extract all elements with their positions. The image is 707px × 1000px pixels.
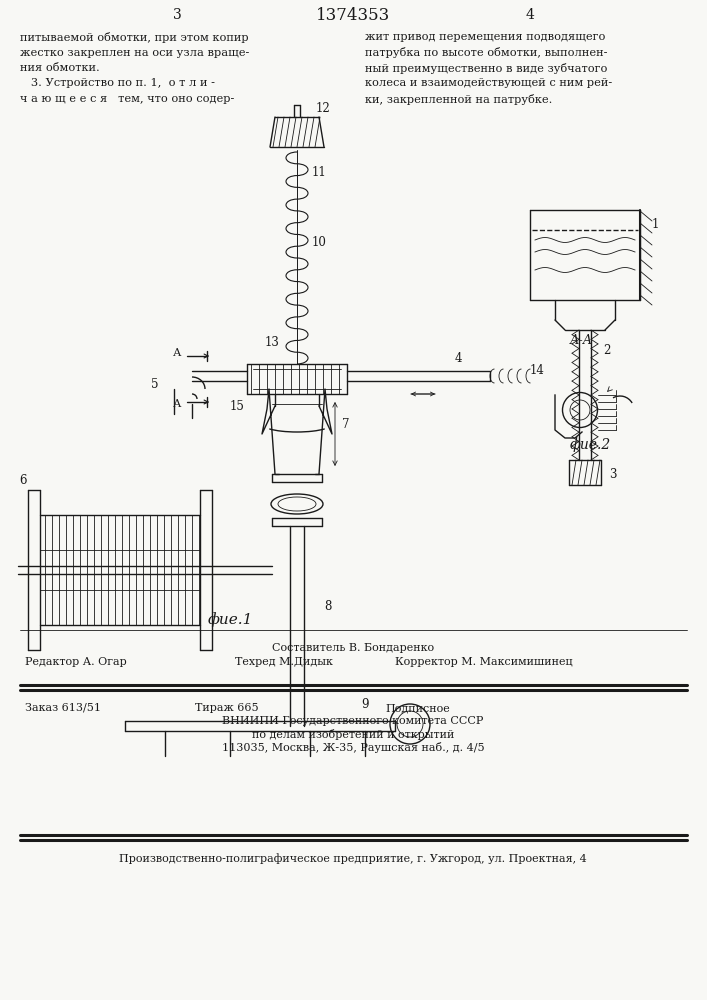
Text: 3: 3 <box>173 8 182 22</box>
Text: 4: 4 <box>455 352 462 364</box>
Text: ч а ю щ е е с я   тем, что оно содер-: ч а ю щ е е с я тем, что оно содер- <box>20 94 235 104</box>
Text: жит привод перемещения подводящего: жит привод перемещения подводящего <box>365 32 605 42</box>
Text: А: А <box>173 348 181 358</box>
Text: 7: 7 <box>342 418 349 430</box>
Text: Редактор А. Огар: Редактор А. Огар <box>25 657 127 667</box>
Text: ния обмотки.: ния обмотки. <box>20 63 100 73</box>
Text: 113035, Москва, Ж-35, Раушская наб., д. 4/5: 113035, Москва, Ж-35, Раушская наб., д. … <box>222 742 484 753</box>
Text: колеса и взаимодействующей с ним рей-: колеса и взаимодействующей с ним рей- <box>365 79 612 89</box>
Text: 2: 2 <box>603 344 610 357</box>
Text: по делам изобретений и открытий: по делам изобретений и открытий <box>252 729 454 740</box>
Text: фие.1: фие.1 <box>207 613 252 627</box>
Text: 11: 11 <box>312 165 327 178</box>
Text: ВНИИПИ Государственного комитета СССР: ВНИИПИ Государственного комитета СССР <box>222 716 484 726</box>
Text: 14: 14 <box>530 363 545 376</box>
Text: 15: 15 <box>230 399 245 412</box>
Text: 6: 6 <box>19 474 27 487</box>
Text: 12: 12 <box>316 103 331 115</box>
Text: 9: 9 <box>361 698 369 710</box>
Text: 13: 13 <box>264 336 279 349</box>
Text: фие.2: фие.2 <box>569 438 611 452</box>
Text: А: А <box>173 399 181 409</box>
Text: Подписное: Подписное <box>385 703 450 713</box>
Text: ный преимущественно в виде зубчатого: ный преимущественно в виде зубчатого <box>365 63 607 74</box>
Text: патрубка по высоте обмотки, выполнен-: патрубка по высоте обмотки, выполнен- <box>365 47 607 58</box>
Text: 10: 10 <box>312 235 327 248</box>
Text: Техред М.Дидык: Техред М.Дидык <box>235 657 333 667</box>
Text: 1374353: 1374353 <box>316 6 390 23</box>
Text: 5: 5 <box>151 377 159 390</box>
Text: Тираж 665: Тираж 665 <box>195 703 259 713</box>
Text: 1: 1 <box>651 219 659 232</box>
Text: питываемой обмотки, при этом копир: питываемой обмотки, при этом копир <box>20 32 249 43</box>
Text: ки, закрепленной на патрубке.: ки, закрепленной на патрубке. <box>365 94 552 105</box>
Text: 8: 8 <box>324 599 332 612</box>
Text: 3: 3 <box>609 468 617 481</box>
Text: А-А: А-А <box>570 334 593 347</box>
Text: 4: 4 <box>525 8 534 22</box>
Text: Заказ 613/51: Заказ 613/51 <box>25 703 101 713</box>
Text: 3. Устройство по п. 1,  о т л и -: 3. Устройство по п. 1, о т л и - <box>20 79 215 89</box>
Text: жестко закреплен на оси узла враще-: жестко закреплен на оси узла враще- <box>20 47 250 57</box>
Text: Составитель В. Бондаренко: Составитель В. Бондаренко <box>272 643 434 653</box>
Text: Корректор М. Максимишинец: Корректор М. Максимишинец <box>395 657 573 667</box>
Text: Производственно-полиграфическое предприятие, г. Ужгород, ул. Проектная, 4: Производственно-полиграфическое предприя… <box>119 853 587 864</box>
